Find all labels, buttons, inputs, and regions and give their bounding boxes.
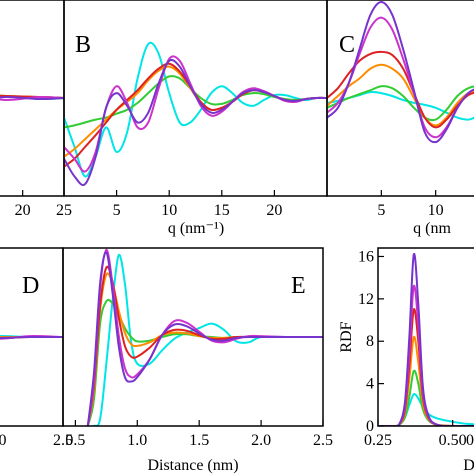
series-line-3: [86, 272, 323, 426]
series-line-3: [327, 63, 474, 127]
plot-frame: [326, 0, 474, 197]
x-tick-label: 10: [161, 202, 177, 219]
series-line-2: [378, 369, 474, 426]
panel-b: 5 10 15 20 Bq (nm⁻¹): [63, 0, 328, 237]
x-axis-label: Distance (nm): [147, 457, 238, 474]
panel-d: 2.0 2.5 D: [0, 247, 73, 449]
series-line-6: [378, 253, 474, 426]
y-tick-label: 4: [366, 376, 374, 393]
series-line-6: [0, 95, 64, 101]
series-line-6: [64, 58, 327, 186]
x-axis-label: q (nm: [413, 220, 451, 237]
series-group: [64, 41, 327, 186]
y-tick-label: 0: [366, 418, 374, 435]
x-tick-label: 1.5: [189, 432, 209, 449]
x-tick-label: 2.0: [0, 432, 7, 449]
x-tick-label: 2.0: [251, 432, 271, 449]
y-tick-label: 12: [358, 291, 374, 308]
x-axis-label: q (nm⁻¹): [168, 220, 224, 237]
series-group: [0, 335, 63, 340]
series-group: [86, 248, 323, 426]
series-line-4: [86, 265, 323, 426]
panel-label: B: [75, 32, 91, 58]
series-line-1: [327, 91, 474, 121]
x-tick-label: 0.5: [65, 432, 85, 449]
panel-label: E: [291, 273, 306, 299]
panel-label: D: [22, 273, 39, 299]
x-tick-label: 2.5: [53, 432, 73, 449]
series-line-6: [327, 1, 474, 144]
series-line-1: [64, 41, 327, 178]
x-axis-label: D: [463, 457, 474, 474]
panel-a: 20 25: [0, 0, 72, 219]
y-tick-label: 8: [366, 333, 374, 350]
series-line-1: [86, 253, 323, 426]
series-group: [327, 1, 474, 144]
x-tick-label: 0.50: [439, 432, 467, 449]
x-tick-label: 25: [56, 202, 72, 219]
series-line-6: [86, 251, 323, 426]
x-tick-label: 20: [266, 202, 282, 219]
panel-e: 0.5 1.0 1.5 2.0 2.5 E Distance (nm): [62, 247, 333, 474]
series-line-3: [64, 65, 327, 158]
series-group: [0, 94, 64, 102]
y-tick-label: 16: [358, 248, 374, 265]
series-group: [378, 253, 474, 426]
x-tick-label: 0.25: [364, 432, 392, 449]
panel-label: C: [339, 32, 355, 58]
x-tick-label: 2.5: [313, 432, 333, 449]
x-tick-label: 5: [377, 202, 385, 219]
x-tick-label: 1.0: [127, 432, 147, 449]
panel-c: 5 10 Cq (nm: [326, 0, 474, 237]
series-line-6: [0, 335, 63, 339]
x-tick-label: 5: [113, 202, 121, 219]
series-line-5: [0, 95, 64, 102]
x-tick-label: 0: [466, 432, 474, 449]
x-tick-label: 20: [15, 202, 31, 219]
plot-frame: [377, 247, 474, 427]
plot-frame: [63, 0, 328, 197]
x-tick-label: 10: [428, 202, 444, 219]
plot-frame: [62, 247, 324, 427]
y-axis-label: RDF: [338, 321, 355, 352]
x-tick-label: 15: [214, 202, 230, 219]
series-line-2: [327, 85, 474, 122]
